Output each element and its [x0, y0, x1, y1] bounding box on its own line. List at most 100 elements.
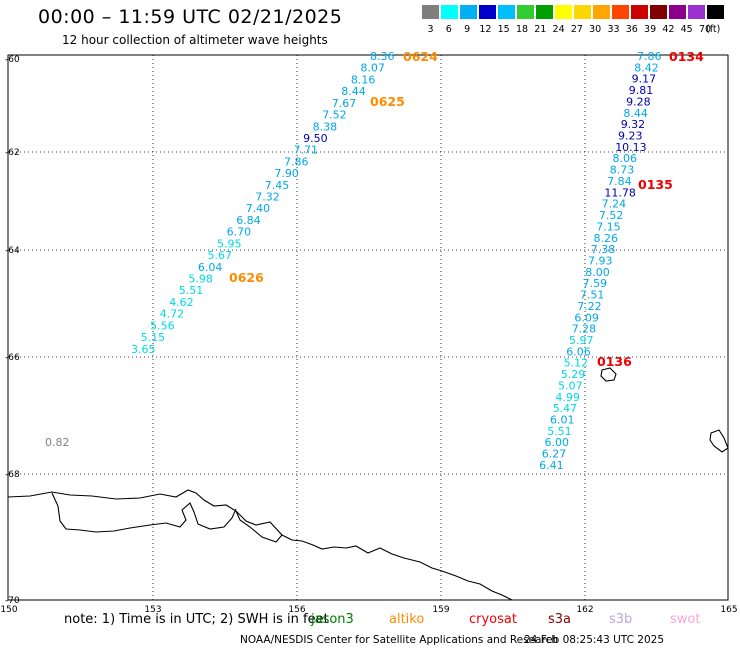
scale-label: 42 [662, 24, 675, 35]
scale-swatch [593, 5, 610, 19]
wave-height-label: 9.28 [626, 95, 651, 108]
map-subtitle: 12 hour collection of altimeter wave hei… [62, 33, 328, 47]
wave-height-label: 8.16 [351, 73, 376, 86]
pass-label-0136: 0136 [597, 354, 632, 369]
wave-height-label: 7.45 [265, 179, 290, 192]
wave-height-label: 7.93 [588, 255, 613, 268]
scale-swatch [612, 5, 629, 19]
island-east [709, 429, 729, 453]
wave-height-label: 4.99 [555, 391, 580, 404]
lon-tick-label: 153 [144, 605, 161, 615]
coastline-peninsula [235, 510, 283, 543]
pass-label-0625: 0625 [370, 94, 405, 109]
color-scale-unit: (ft) [706, 24, 721, 35]
scale-swatch [650, 5, 667, 19]
wave-height-label: 6.41 [539, 459, 564, 472]
lon-tick-label: 165 [720, 605, 737, 615]
wave-height-label: 7.38 [591, 243, 616, 256]
wave-height-label: 6.27 [542, 448, 567, 461]
wave-height-label: 9.17 [632, 73, 657, 86]
scale-label: 9 [464, 24, 471, 35]
wave-height-label: 8.36 [370, 50, 395, 63]
wave-height-label: 8.06 [613, 152, 638, 165]
altimeter-track-0624: 8.368.078.168.447.677.528.389.507.717.86… [131, 50, 395, 356]
scale-swatch [441, 5, 458, 19]
wave-height-label: 4.72 [160, 308, 185, 321]
scale-label: 18 [515, 24, 529, 35]
wave-height-label: 7.71 [294, 144, 319, 157]
scale-label: 24 [552, 24, 565, 35]
lat-tick-label: -66 [5, 353, 20, 363]
scale-label: 6 [445, 24, 452, 35]
wave-height-label: 10.13 [615, 141, 647, 154]
scale-swatch [669, 5, 686, 19]
wave-height-label: 7.24 [602, 198, 627, 211]
scale-label: 33 [607, 24, 620, 35]
scale-swatch [574, 5, 591, 19]
lat-tick-label: -60 [5, 55, 20, 65]
wave-height-label: 7.15 [596, 220, 621, 233]
island-small [600, 367, 617, 382]
wave-height-label: 7.51 [580, 289, 605, 302]
legend-item-s3a: s3a [548, 612, 572, 627]
wave-height-label: 8.00 [585, 266, 610, 279]
wave-height-label: 8.38 [313, 120, 338, 133]
wave-height-label: 7.52 [322, 109, 347, 122]
legend-item-swot: swot [670, 612, 701, 627]
wave-height-label: 7.67 [332, 97, 357, 110]
wave-height-label: 7.52 [599, 209, 624, 222]
wave-height-label: 7.90 [274, 167, 299, 180]
map-title: 00:00 – 11:59 UTC 02/21/2025 [38, 6, 343, 28]
scale-label: 70 [698, 24, 712, 35]
wave-height-label: 7.59 [583, 277, 608, 290]
footer-credit: NOAA/NESDIS Center for Satellite Applica… [240, 634, 558, 646]
scale-label: 36 [625, 24, 638, 35]
wave-height-label: 5.12 [564, 357, 589, 370]
wave-height-label: 8.26 [594, 232, 619, 245]
wave-height-label: 7.28 [572, 323, 597, 336]
graticule [8, 55, 728, 600]
wave-height-label: 8.44 [623, 107, 648, 120]
wave-height-label: 5.51 [179, 284, 204, 297]
wave-height-label: 5.07 [558, 379, 583, 392]
coastline-inlet [51, 492, 237, 533]
wave-height-label: 9.23 [618, 130, 643, 143]
coastline-antarctica [7, 489, 513, 601]
wave-height-label: 5.56 [150, 319, 175, 332]
wave-height-label: 6.01 [550, 414, 575, 427]
wave-height-label: 3.65 [131, 343, 156, 356]
wave-height-label: 8.07 [360, 62, 385, 75]
lon-tick-label: 150 [0, 605, 17, 615]
altimeter-track-0134: 7.868.429.179.819.288.449.329.2310.138.0… [539, 50, 661, 472]
scale-label: 45 [680, 24, 693, 35]
wave-height-label: 8.73 [610, 164, 635, 177]
scale-label: 15 [497, 24, 510, 35]
wave-height-label: 5.29 [561, 368, 586, 381]
scale-swatch [707, 5, 724, 19]
lon-tick-label: 162 [576, 605, 593, 615]
pass-label-0135: 0135 [638, 177, 673, 192]
legend-item-jason3: jason3 [311, 612, 354, 627]
lon-tick-label: 159 [432, 605, 449, 615]
scale-swatch [555, 5, 572, 19]
pass-label-0624: 0624 [403, 49, 438, 64]
legend-item-cryosat: cryosat [469, 612, 517, 627]
scale-swatch [536, 5, 553, 19]
wave-height-label: 11.78 [604, 186, 636, 199]
lone-observation: 0.82 [45, 436, 70, 449]
wave-height-label: 5.97 [569, 334, 594, 347]
wave-height-label: 9.81 [629, 84, 654, 97]
wave-height-label: 7.32 [255, 191, 279, 204]
wave-height-label: 7.86 [637, 50, 662, 63]
scale-label: 21 [534, 24, 547, 35]
footer-note: note: 1) Time is in UTC; 2) SWH is in fe… [64, 612, 329, 627]
map-frame [7, 54, 729, 601]
lat-tick-label: -70 [5, 596, 20, 606]
wave-height-label: 5.67 [208, 249, 233, 262]
scale-swatch [631, 5, 648, 19]
wave-height-label: 4.62 [169, 296, 194, 309]
wave-height-label: 6.06 [566, 345, 591, 358]
wave-height-label: 6.84 [236, 214, 261, 227]
wave-height-label: 5.51 [547, 425, 572, 438]
wave-height-label: 8.42 [634, 61, 659, 74]
